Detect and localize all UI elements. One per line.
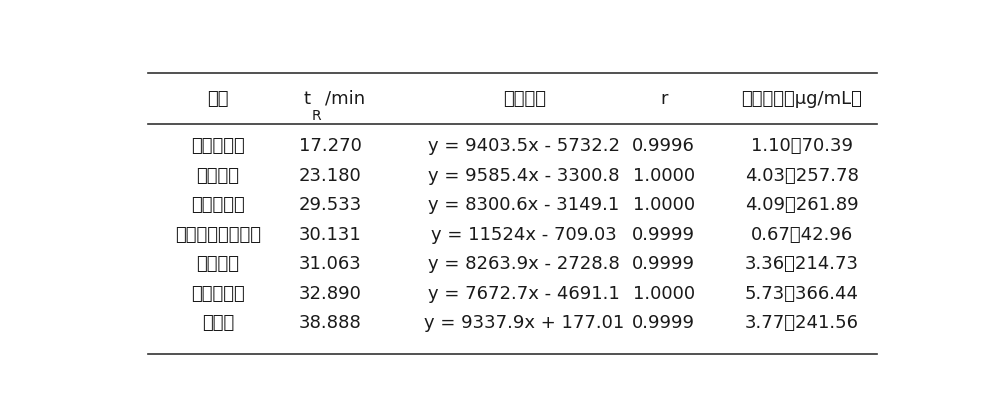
- Text: 成分: 成分: [207, 90, 229, 108]
- Text: t: t: [304, 90, 311, 108]
- Text: y = 9403.5x - 5732.2: y = 9403.5x - 5732.2: [428, 137, 620, 155]
- Text: 3.36～214.73: 3.36～214.73: [745, 255, 859, 273]
- Text: y = 9337.9x + 177.01: y = 9337.9x + 177.01: [424, 314, 624, 332]
- Text: 回归方程: 回归方程: [503, 90, 546, 108]
- Text: 17.270: 17.270: [299, 137, 362, 155]
- Text: y = 9585.4x - 3300.8: y = 9585.4x - 3300.8: [428, 167, 620, 185]
- Text: 蟾毒它灵: 蟾毒它灵: [196, 255, 240, 273]
- Text: 1.10～70.39: 1.10～70.39: [751, 137, 853, 155]
- Text: /min: /min: [325, 90, 365, 108]
- Text: 38.888: 38.888: [299, 314, 362, 332]
- Text: 1.0000: 1.0000: [633, 167, 695, 185]
- Text: 和蟾蜍他灵: 和蟾蜍他灵: [191, 137, 245, 155]
- Text: 远华蟾毒精: 远华蟾毒精: [191, 196, 245, 214]
- Text: 0.9999: 0.9999: [632, 314, 695, 332]
- Text: 32.890: 32.890: [299, 285, 362, 303]
- Text: 23.180: 23.180: [299, 167, 362, 185]
- Text: 0.9999: 0.9999: [632, 255, 695, 273]
- Text: y = 8300.6x - 3149.1: y = 8300.6x - 3149.1: [428, 196, 620, 214]
- Text: 沙蟾毒精: 沙蟾毒精: [196, 167, 240, 185]
- Text: R: R: [312, 109, 321, 123]
- Text: 蟾毒灵: 蟾毒灵: [202, 314, 234, 332]
- Text: 30.131: 30.131: [299, 226, 362, 244]
- Text: 0.9996: 0.9996: [632, 137, 695, 155]
- Text: r: r: [660, 90, 667, 108]
- Text: 4.03～257.78: 4.03～257.78: [745, 167, 859, 185]
- Text: 去乙酰华蟾毒它灵: 去乙酰华蟾毒它灵: [175, 226, 261, 244]
- Text: 31.063: 31.063: [299, 255, 362, 273]
- Text: 线性范围（μg/mL）: 线性范围（μg/mL）: [741, 90, 862, 108]
- Text: 1.0000: 1.0000: [633, 285, 695, 303]
- Text: y = 11524x - 709.03: y = 11524x - 709.03: [431, 226, 617, 244]
- Text: 0.9999: 0.9999: [632, 226, 695, 244]
- Text: y = 8263.9x - 2728.8: y = 8263.9x - 2728.8: [428, 255, 620, 273]
- Text: 29.533: 29.533: [299, 196, 362, 214]
- Text: 5.73～366.44: 5.73～366.44: [745, 285, 859, 303]
- Text: 0.67～42.96: 0.67～42.96: [750, 226, 853, 244]
- Text: 华蟾毒它灵: 华蟾毒它灵: [191, 285, 245, 303]
- Text: 3.77～241.56: 3.77～241.56: [745, 314, 859, 332]
- Text: y = 7672.7x - 4691.1: y = 7672.7x - 4691.1: [428, 285, 620, 303]
- Text: 4.09～261.89: 4.09～261.89: [745, 196, 858, 214]
- Text: 1.0000: 1.0000: [633, 196, 695, 214]
